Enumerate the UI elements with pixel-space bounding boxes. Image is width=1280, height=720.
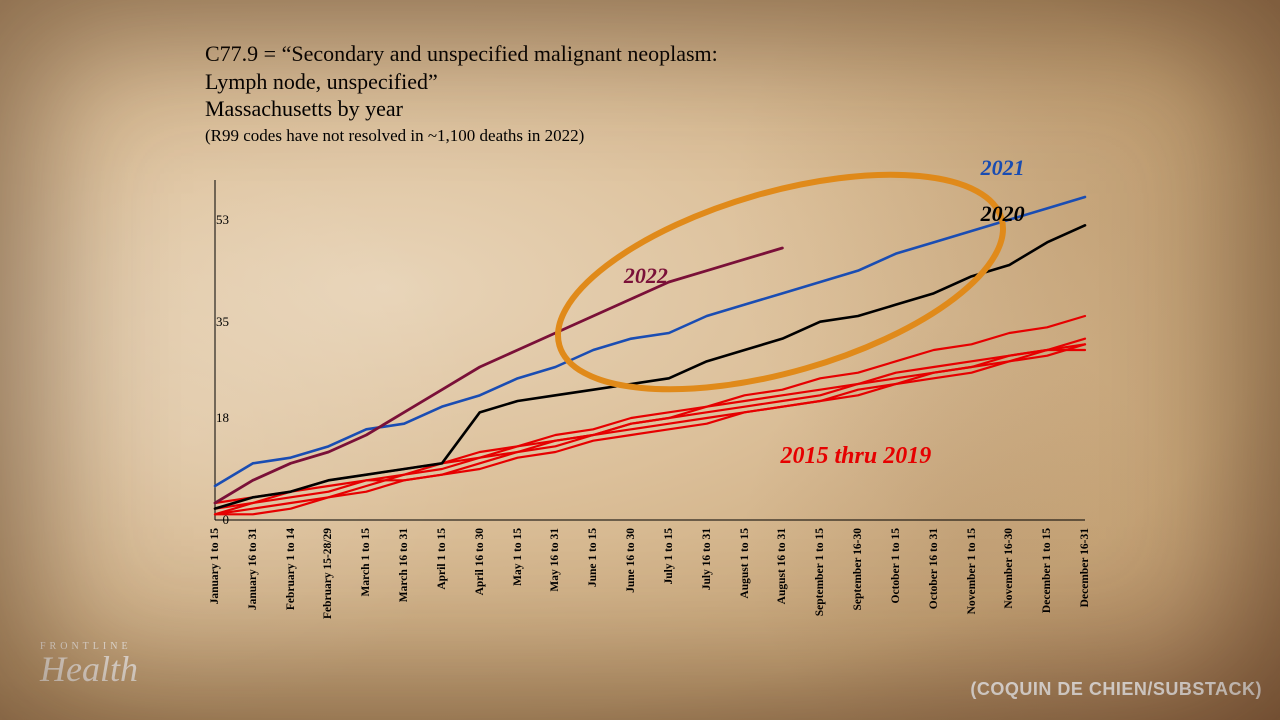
title-subtitle: (R99 codes have not resolved in ~1,100 d…: [205, 125, 718, 146]
x-tick: March 16 to 31: [398, 528, 410, 648]
y-tick: 18: [205, 410, 229, 426]
title-line-2: Lymph node, unspecified”: [205, 68, 718, 96]
x-tick: December 1 to 15: [1041, 528, 1053, 648]
series-label: 2020: [981, 201, 1025, 227]
x-tick: August 1 to 15: [739, 528, 751, 648]
x-tick: February 15-28/29: [322, 528, 334, 648]
series-label: 2021: [981, 155, 1025, 181]
x-tick: November 16-30: [1003, 528, 1015, 648]
title-line-1: C77.9 = “Secondary and unspecified malig…: [205, 40, 718, 68]
source-credit: (COQUIN DE CHIEN/SUBSTACK): [970, 679, 1262, 700]
x-tick: June 1 to 15: [587, 528, 599, 648]
chart-container: C77.9 = “Secondary and unspecified malig…: [195, 40, 1095, 630]
x-tick: August 16 to 31: [776, 528, 788, 648]
y-tick: 53: [205, 212, 229, 228]
x-tick: May 16 to 31: [549, 528, 561, 648]
y-tick: 35: [205, 314, 229, 330]
x-tick: October 16 to 31: [928, 528, 940, 648]
series-line-2017: [215, 350, 1085, 509]
x-tick: May 1 to 15: [512, 528, 524, 648]
x-tick: April 1 to 15: [436, 528, 448, 648]
plot-area: 0183553 2022202120202015 thru 2019: [215, 180, 1085, 520]
x-tick: July 16 to 31: [701, 528, 713, 648]
x-tick: January 1 to 15: [209, 528, 221, 648]
x-tick: October 1 to 15: [890, 528, 902, 648]
x-tick: July 1 to 15: [663, 528, 675, 648]
x-tick: December 16-31: [1079, 528, 1091, 648]
series-label: 2015 thru 2019: [781, 443, 932, 470]
chart-svg: [215, 180, 1085, 520]
x-tick: February 1 to 14: [285, 528, 297, 648]
series-line-2022: [215, 248, 782, 503]
x-tick: January 16 to 31: [247, 528, 259, 648]
series-line-2019: [215, 316, 1085, 503]
brand-logo: FRONTLINE Health: [40, 641, 138, 690]
brand-main: Health: [40, 648, 138, 690]
x-tick: November 1 to 15: [966, 528, 978, 648]
x-tick: September 1 to 15: [814, 528, 826, 648]
chart-title-block: C77.9 = “Secondary and unspecified malig…: [205, 40, 718, 146]
x-axis-labels: January 1 to 15January 16 to 31February …: [215, 520, 1085, 650]
x-tick: June 16 to 30: [625, 528, 637, 648]
x-tick: September 16-30: [852, 528, 864, 648]
series-label: 2022: [624, 263, 668, 289]
x-tick: March 1 to 15: [360, 528, 372, 648]
title-line-3: Massachusetts by year: [205, 95, 718, 123]
x-tick: April 16 to 30: [474, 528, 486, 648]
